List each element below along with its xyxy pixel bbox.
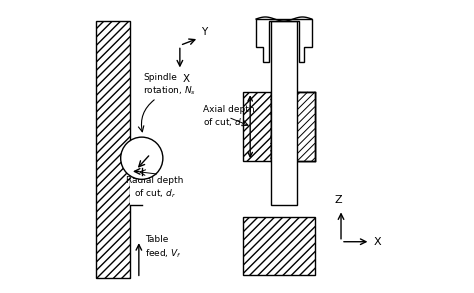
Text: Axial depth
of cut, $d_a$: Axial depth of cut, $d_a$ <box>203 105 255 129</box>
Bar <box>243 92 315 161</box>
Text: Radial depth
of cut, $d_r$: Radial depth of cut, $d_r$ <box>126 176 183 200</box>
Bar <box>271 92 315 161</box>
Polygon shape <box>256 19 312 62</box>
Bar <box>243 217 315 275</box>
Bar <box>130 141 142 205</box>
Text: X: X <box>182 74 189 84</box>
Text: Spindle
rotation, $N_s$: Spindle rotation, $N_s$ <box>143 73 196 97</box>
Text: X: X <box>374 237 382 247</box>
Bar <box>96 21 130 278</box>
Text: Table
feed, $V_f$: Table feed, $V_f$ <box>145 236 182 260</box>
Text: Y: Y <box>201 27 207 37</box>
Circle shape <box>121 137 163 179</box>
Bar <box>271 92 297 161</box>
Text: Z: Z <box>334 195 342 205</box>
Bar <box>271 21 297 205</box>
